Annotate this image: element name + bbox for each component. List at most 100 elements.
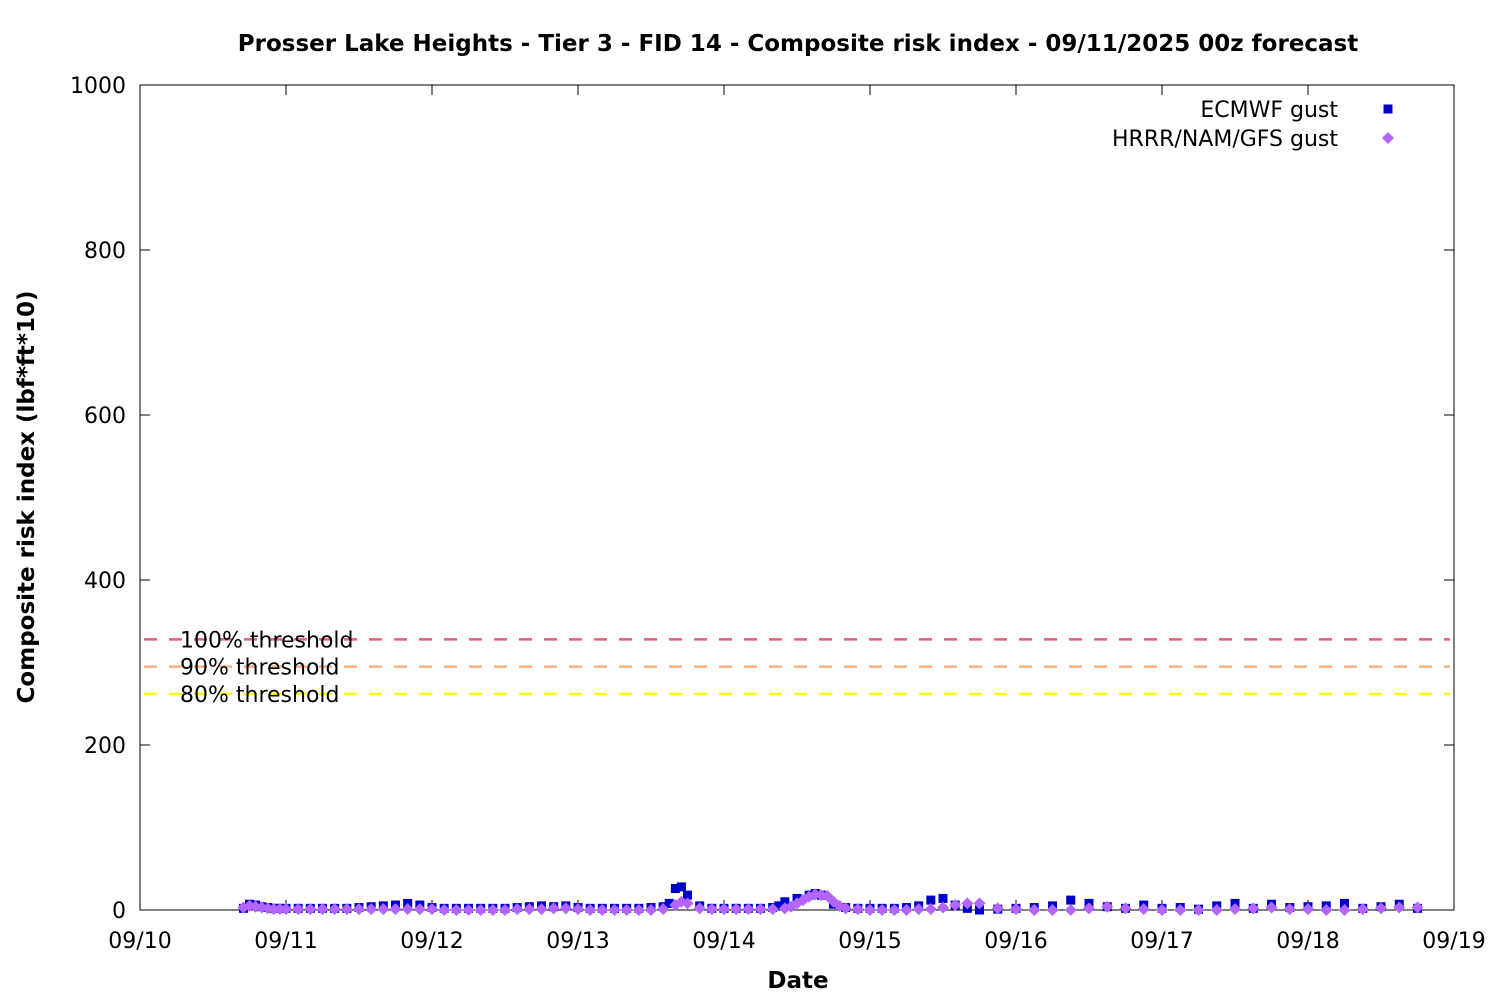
x-tick-label: 09/19 <box>1422 929 1485 954</box>
chart-title: Prosser Lake Heights - Tier 3 - FID 14 -… <box>238 31 1358 57</box>
data-point <box>705 903 718 916</box>
data-point <box>851 903 864 916</box>
data-point <box>353 903 365 916</box>
data-point <box>657 903 670 916</box>
data-point <box>1066 895 1076 905</box>
data-point <box>693 902 706 915</box>
data-point <box>1046 904 1059 916</box>
data-point <box>584 904 597 916</box>
x-tick-label: 09/18 <box>1276 929 1339 954</box>
data-point <box>267 903 280 916</box>
data-point <box>645 904 657 916</box>
data-point <box>499 904 511 916</box>
data-point <box>438 904 451 916</box>
data-point <box>1340 898 1349 908</box>
data-point <box>1393 901 1406 914</box>
data-point <box>413 903 426 916</box>
data-point <box>718 903 730 916</box>
data-point <box>876 904 889 916</box>
threshold-label: 90% threshold <box>180 656 340 681</box>
data-point <box>1411 901 1424 914</box>
data-point <box>511 903 524 916</box>
data-point <box>926 895 936 905</box>
threshold-label: 100% threshold <box>180 628 354 653</box>
data-point <box>596 904 609 916</box>
data-point <box>426 903 438 916</box>
series-hrrr-nam-gfs-gust <box>237 888 1424 916</box>
x-axis-label: Date <box>767 968 828 994</box>
data-point <box>249 900 262 913</box>
legend-marker-ecmwf <box>1383 104 1393 114</box>
data-point <box>365 903 378 916</box>
x-tick-label: 09/16 <box>984 929 1047 954</box>
data-point <box>535 903 548 916</box>
data-point <box>280 903 292 916</box>
threshold-label: 80% threshold <box>180 683 340 708</box>
x-tick-label: 09/10 <box>108 929 171 954</box>
data-point <box>462 904 475 916</box>
data-point <box>1064 904 1077 916</box>
data-point <box>1083 902 1095 915</box>
data-point <box>754 903 767 916</box>
data-point <box>547 902 560 915</box>
data-point <box>1137 903 1150 916</box>
data-point <box>991 902 1004 915</box>
data-point <box>766 903 779 916</box>
data-point <box>938 893 948 903</box>
y-tick-label: 1000 <box>70 74 126 99</box>
data-point <box>949 899 962 912</box>
data-point <box>1265 901 1278 914</box>
x-tick-label: 09/14 <box>692 929 755 954</box>
data-point <box>389 903 402 916</box>
y-tick-label: 800 <box>84 239 126 264</box>
data-point <box>401 903 414 916</box>
x-tick-label: 09/12 <box>400 929 463 954</box>
data-point <box>1210 904 1223 916</box>
data-point <box>670 884 680 894</box>
data-point <box>961 897 974 910</box>
data-point <box>681 897 694 910</box>
data-point <box>523 903 536 916</box>
data-point <box>559 902 572 915</box>
data-point <box>1101 900 1114 913</box>
y-tick-label: 0 <box>112 899 126 924</box>
data-point <box>1156 904 1168 916</box>
y-tick-label: 200 <box>84 734 126 759</box>
data-marks <box>237 882 1424 916</box>
data-point <box>864 904 876 916</box>
data-point <box>1229 903 1241 916</box>
legend-label-ecmwf: ECMWF gust <box>1200 98 1338 123</box>
data-point <box>1174 904 1187 916</box>
data-point <box>1338 904 1351 916</box>
data-point <box>316 903 329 916</box>
data-point <box>1320 904 1333 916</box>
data-point <box>474 904 487 916</box>
data-point <box>273 903 286 916</box>
y-tick-label: 400 <box>84 569 126 594</box>
x-tick-label: 09/13 <box>546 929 609 954</box>
data-point <box>683 890 692 900</box>
data-point <box>888 904 901 916</box>
data-point <box>1302 903 1314 916</box>
y-axis-label: Composite risk index (lbf*ft*10) <box>14 291 40 704</box>
data-point <box>450 904 463 916</box>
data-point <box>900 904 913 916</box>
data-point <box>1119 902 1132 915</box>
plot-area-frame <box>139 84 1455 911</box>
axis-ticks: 09/10 09/11 09/12 09/13 09/14 09/15 09/16 09/17… <box>70 74 1486 954</box>
data-point <box>839 902 852 915</box>
data-point <box>912 903 925 916</box>
data-point <box>937 901 949 914</box>
data-point <box>620 904 633 916</box>
data-point <box>632 904 645 916</box>
legend-marker-hrrr <box>1382 132 1394 144</box>
x-tick-label: 09/15 <box>838 929 901 954</box>
data-point <box>742 903 755 916</box>
data-point <box>780 897 790 907</box>
data-point <box>1247 902 1260 915</box>
data-point <box>608 904 621 916</box>
data-point <box>572 903 584 916</box>
data-point <box>664 898 674 908</box>
